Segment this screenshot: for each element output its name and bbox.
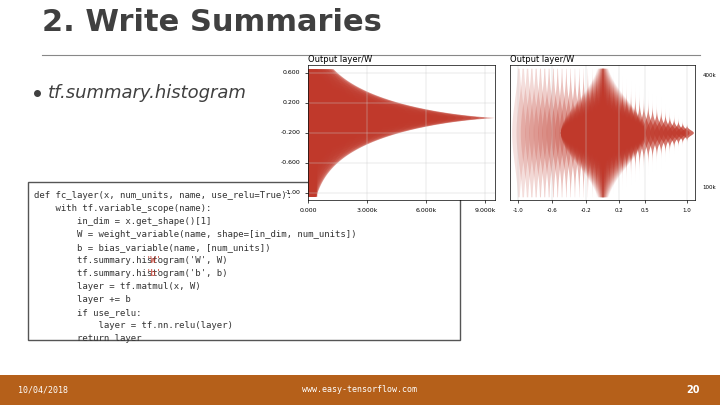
Bar xyxy=(28,182,460,340)
Text: def fc_layer(x, num_units, name, use_relu=True):: def fc_layer(x, num_units, name, use_rel… xyxy=(34,191,292,200)
Text: Output layer/W: Output layer/W xyxy=(510,55,575,64)
Text: W = weight_variable(name, shape=[in_dim, num_units]): W = weight_variable(name, shape=[in_dim,… xyxy=(34,230,356,239)
Text: in_dim = x.get_shape()[1]: in_dim = x.get_shape()[1] xyxy=(34,217,212,226)
Text: 'b': 'b' xyxy=(145,269,162,278)
Text: 10/04/2018: 10/04/2018 xyxy=(18,386,68,394)
Text: 'W': 'W' xyxy=(145,256,162,265)
Text: 2. Write Summaries: 2. Write Summaries xyxy=(42,8,382,37)
Text: layer += b: layer += b xyxy=(34,295,131,304)
Text: layer = tf.nn.relu(layer): layer = tf.nn.relu(layer) xyxy=(34,321,233,330)
Bar xyxy=(0,375,720,405)
Text: return layer: return layer xyxy=(34,334,142,343)
Text: www.easy-tensorflow.com: www.easy-tensorflow.com xyxy=(302,386,418,394)
Text: 20: 20 xyxy=(686,385,700,395)
Text: tf.summary.histogram('W', W): tf.summary.histogram('W', W) xyxy=(34,256,228,265)
Text: layer = tf.matmul(x, W): layer = tf.matmul(x, W) xyxy=(34,282,201,291)
Text: Output layer/W: Output layer/W xyxy=(308,55,372,64)
Text: tf.summary.histogram: tf.summary.histogram xyxy=(48,84,247,102)
Text: b = bias_variable(name, [num_units]): b = bias_variable(name, [num_units]) xyxy=(34,243,271,252)
Text: if use_relu:: if use_relu: xyxy=(34,308,142,317)
Text: tf.summary.histogram('b', b): tf.summary.histogram('b', b) xyxy=(34,269,228,278)
Text: with tf.variable_scope(name):: with tf.variable_scope(name): xyxy=(34,204,212,213)
